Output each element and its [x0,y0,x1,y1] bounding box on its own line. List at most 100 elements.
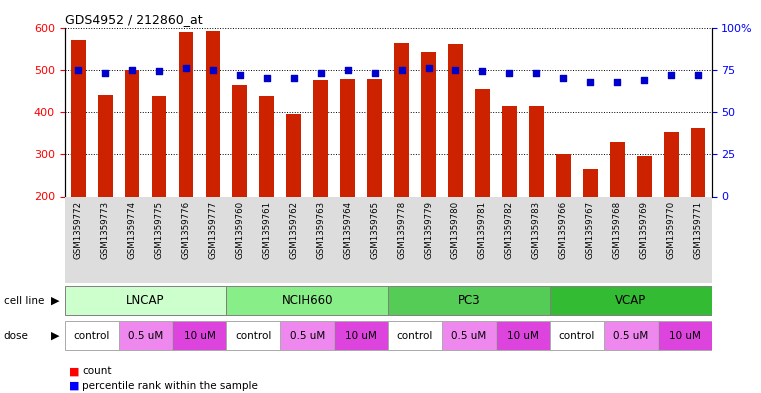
Bar [603,321,658,350]
Text: GSM1359770: GSM1359770 [667,201,676,259]
Point [288,75,300,81]
Text: 0.5 uM: 0.5 uM [290,331,325,341]
Text: GSM1359765: GSM1359765 [370,201,379,259]
Point [207,66,219,73]
Point [638,77,650,83]
Bar [388,286,550,315]
Text: GSM1359761: GSM1359761 [263,201,272,259]
Point [665,72,677,78]
Text: GDS4952 / 212860_at: GDS4952 / 212860_at [65,13,202,26]
Bar [550,286,712,315]
Point [557,75,569,81]
Text: GSM1359779: GSM1359779 [424,201,433,259]
Bar [394,43,409,196]
Point [611,79,623,85]
Text: NCIH660: NCIH660 [282,294,333,307]
Text: GSM1359769: GSM1359769 [640,201,648,259]
Point [72,66,84,73]
Bar [550,321,603,350]
Text: 10 uM: 10 uM [183,331,215,341]
Text: GSM1359777: GSM1359777 [209,201,218,259]
Text: ■: ■ [68,381,79,391]
Text: GSM1359760: GSM1359760 [235,201,244,259]
Text: PC3: PC3 [457,294,480,307]
Text: GSM1359775: GSM1359775 [154,201,164,259]
Bar [119,321,173,350]
Text: 0.5 uM: 0.5 uM [128,331,163,341]
Bar [448,44,463,196]
Bar [232,85,247,196]
Bar [286,114,301,196]
Text: percentile rank within the sample: percentile rank within the sample [82,381,258,391]
Text: VCAP: VCAP [615,294,646,307]
Text: GSM1359771: GSM1359771 [693,201,702,259]
Bar [556,154,571,196]
Bar [173,321,227,350]
Text: GSM1359762: GSM1359762 [289,201,298,259]
Text: ■: ■ [68,366,79,376]
Point [422,65,435,71]
Bar [368,79,382,196]
Point [342,66,354,73]
Bar [637,156,651,196]
Bar [151,96,167,196]
Text: GSM1359773: GSM1359773 [100,201,110,259]
Bar [529,106,544,196]
Text: 10 uM: 10 uM [507,331,539,341]
Bar [442,321,496,350]
Bar [65,286,227,315]
Text: 10 uM: 10 uM [345,331,377,341]
Text: ▶: ▶ [50,296,59,306]
Point [692,72,704,78]
Bar [260,96,274,196]
Text: GSM1359763: GSM1359763 [317,201,325,259]
Bar [65,321,119,350]
Bar [610,141,625,196]
Text: GSM1359766: GSM1359766 [559,201,568,259]
Bar [502,106,517,196]
Bar [421,52,436,196]
Bar [97,95,113,196]
Text: control: control [74,331,110,341]
Text: LNCAP: LNCAP [126,294,165,307]
Point [450,66,462,73]
Bar [334,321,388,350]
Point [314,70,326,76]
Text: 0.5 uM: 0.5 uM [451,331,486,341]
Point [153,68,165,75]
Point [180,65,192,71]
Bar [388,321,442,350]
Point [503,70,515,76]
Point [126,66,139,73]
Text: GSM1359774: GSM1359774 [128,201,136,259]
Text: control: control [397,331,433,341]
Bar [664,132,679,196]
Bar [179,32,193,196]
Text: control: control [559,331,595,341]
Text: GSM1359776: GSM1359776 [181,201,190,259]
Bar [205,31,221,196]
Text: dose: dose [4,331,29,341]
Bar [496,321,550,350]
Point [234,72,246,78]
Point [476,68,489,75]
Bar [691,128,705,196]
Text: GSM1359781: GSM1359781 [478,201,487,259]
Point [584,79,597,85]
Bar [71,40,85,196]
Point [261,75,273,81]
Text: GSM1359783: GSM1359783 [532,201,541,259]
Text: GSM1359768: GSM1359768 [613,201,622,259]
Text: control: control [235,331,272,341]
Text: 10 uM: 10 uM [669,331,701,341]
Bar [658,321,712,350]
Bar [125,70,139,196]
Point [396,66,408,73]
Text: GSM1359778: GSM1359778 [397,201,406,259]
Text: GSM1359782: GSM1359782 [505,201,514,259]
Text: cell line: cell line [4,296,44,306]
Point [530,70,543,76]
Text: GSM1359772: GSM1359772 [74,201,83,259]
Text: 0.5 uM: 0.5 uM [613,331,648,341]
Bar [314,80,328,196]
